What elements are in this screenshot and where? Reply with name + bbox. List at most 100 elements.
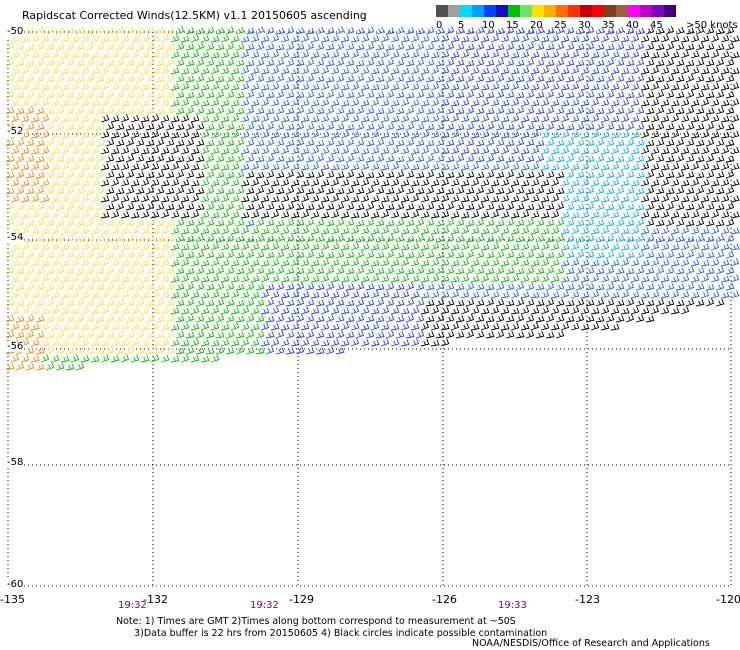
wind-barb — [235, 283, 245, 291]
wind-barb — [440, 194, 450, 203]
wind-barb — [105, 314, 115, 323]
wind-barb — [345, 107, 355, 115]
wind-barb — [35, 107, 45, 115]
wind-barb — [570, 195, 580, 203]
wind-barb — [625, 203, 635, 211]
wind-barb — [345, 26, 355, 35]
wind-barb — [615, 299, 625, 307]
wind-barb — [550, 306, 560, 315]
wind-barb — [305, 106, 315, 115]
wind-barb — [85, 347, 95, 355]
wind-barb — [615, 315, 625, 323]
wind-barb — [625, 59, 635, 67]
wind-barb — [265, 122, 275, 131]
wind-barb — [175, 58, 185, 67]
wind-barb — [505, 91, 515, 99]
wind-barb — [225, 266, 235, 275]
wind-barb — [190, 34, 200, 43]
wind-barb — [265, 186, 275, 195]
wind-barb — [360, 83, 370, 91]
wind-barb — [245, 74, 255, 83]
wind-barb — [490, 226, 500, 235]
wind-barb — [510, 258, 520, 267]
wind-barb — [245, 106, 255, 115]
wind-barb — [60, 83, 70, 91]
wind-barb — [440, 242, 450, 251]
legend-swatch — [520, 5, 532, 17]
wind-barb — [355, 154, 365, 163]
wind-barb — [255, 347, 265, 355]
wind-barb — [400, 35, 410, 43]
wind-barb — [690, 162, 700, 171]
wind-barb — [540, 258, 550, 267]
wind-barb — [140, 210, 150, 219]
wind-barb — [410, 338, 420, 347]
wind-barb — [690, 291, 700, 299]
wind-barb — [675, 299, 685, 307]
wind-barb — [305, 218, 315, 227]
wind-barb — [170, 178, 180, 187]
wind-barb — [260, 211, 270, 219]
wind-barb — [420, 146, 430, 155]
wind-barb — [530, 275, 540, 283]
wind-barb — [695, 90, 705, 99]
wind-barb — [500, 259, 510, 267]
wind-barb — [505, 330, 515, 339]
wind-barb — [725, 58, 735, 67]
wind-barb — [185, 282, 195, 291]
wind-barb — [370, 146, 380, 155]
wind-barb — [110, 275, 120, 283]
wind-barb — [265, 219, 275, 227]
wind-barb — [390, 307, 400, 315]
wind-barb — [150, 211, 160, 219]
wind-barb — [490, 114, 500, 123]
wind-barb — [90, 146, 100, 155]
wind-barb — [190, 338, 200, 347]
wind-barb — [550, 82, 560, 91]
wind-barb — [135, 266, 145, 275]
wind-barb — [715, 250, 725, 259]
wind-barb — [120, 227, 130, 235]
wind-barb — [265, 267, 275, 275]
wind-barb — [185, 170, 195, 179]
wind-barb — [710, 242, 720, 251]
wind-barb — [80, 338, 90, 347]
wind-barb — [685, 266, 695, 275]
wind-barb — [405, 219, 415, 227]
wind-barb — [190, 323, 200, 331]
wind-barb — [145, 283, 155, 291]
wind-barb — [240, 130, 250, 139]
wind-barb — [670, 243, 680, 251]
wind-barb — [380, 306, 390, 315]
wind-barb — [430, 163, 440, 171]
wind-barb — [505, 234, 515, 243]
wind-barb — [130, 66, 140, 75]
wind-barb — [545, 90, 555, 99]
wind-barb — [540, 227, 550, 235]
wind-barb — [295, 298, 305, 307]
wind-barb — [465, 266, 475, 275]
wind-barb — [550, 163, 560, 171]
wind-barb — [365, 139, 375, 147]
wind-barb — [220, 226, 230, 235]
wind-barb — [40, 290, 50, 299]
wind-barb — [480, 83, 490, 91]
wind-barb — [55, 250, 65, 259]
wind-barb — [175, 91, 185, 99]
time-label: 19:33 — [498, 600, 527, 611]
legend-label: 20 — [530, 20, 543, 31]
wind-barb — [160, 114, 170, 123]
wind-barb — [480, 259, 490, 267]
wind-barb — [90, 339, 100, 347]
notes: Note: 1) Times are GMT 2)Times along bot… — [116, 616, 547, 639]
wind-barb — [640, 275, 650, 283]
wind-barb — [130, 147, 140, 155]
wind-barb — [20, 82, 30, 91]
wind-barb — [520, 323, 530, 331]
wind-barb — [190, 131, 200, 139]
wind-barb — [255, 171, 265, 179]
wind-barb — [335, 90, 345, 99]
wind-barb — [20, 195, 30, 203]
wind-barb — [475, 26, 485, 35]
wind-barb — [205, 202, 215, 211]
